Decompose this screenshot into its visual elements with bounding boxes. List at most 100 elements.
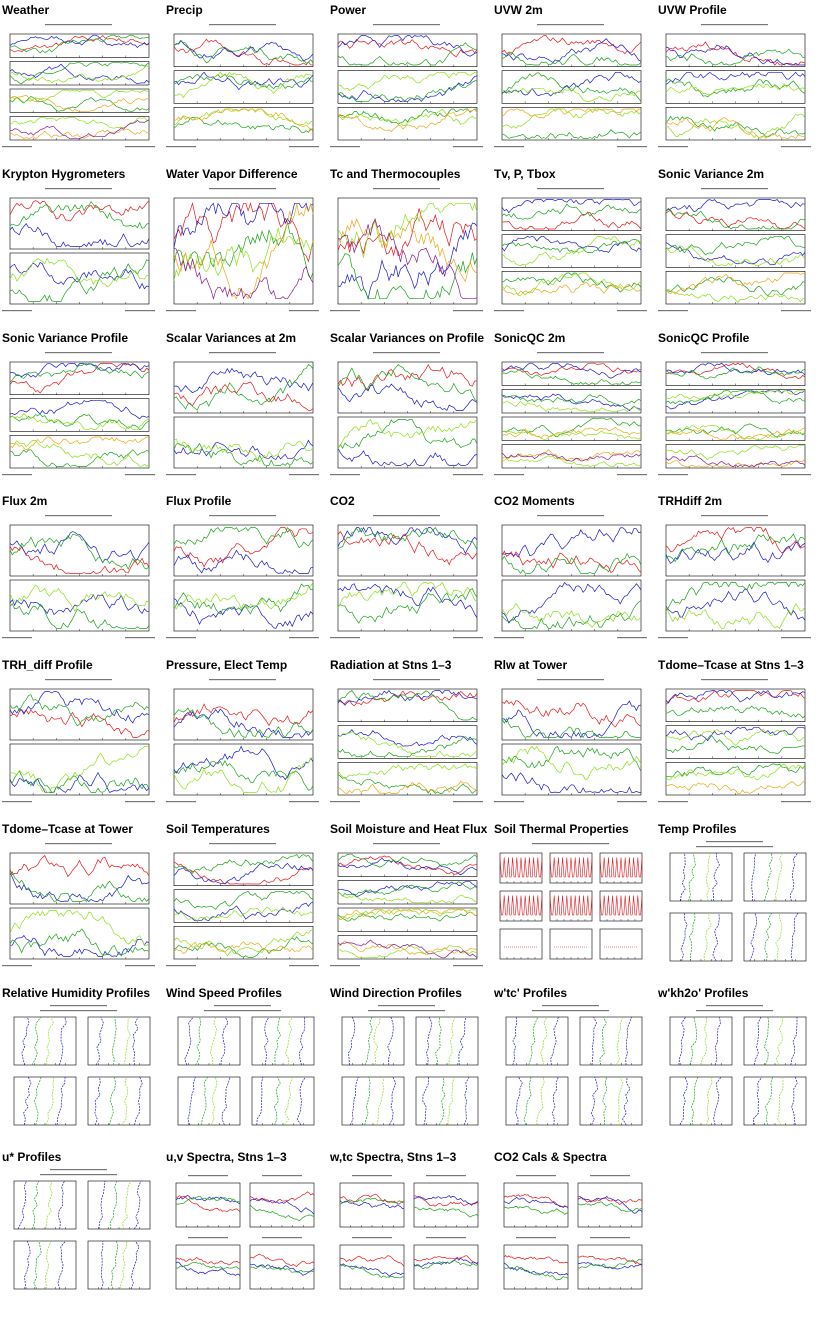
plot-title-link[interactable]: Scalar Variances on Profile [330, 331, 485, 345]
plot-thumbnail-image[interactable] [164, 511, 321, 641]
plot-title-link[interactable]: UVW Profile [658, 3, 727, 17]
plot-thumbnail-image[interactable] [0, 675, 157, 805]
plot-title-link[interactable]: Sonic Variance Profile [2, 331, 129, 345]
plot-thumbnail[interactable] [328, 20, 485, 150]
plot-thumbnail[interactable] [0, 348, 157, 478]
plot-title-link[interactable]: u,v Spectra, Stns 1–3 [166, 1150, 287, 1164]
plot-thumbnail[interactable] [328, 675, 485, 805]
plot-title-link[interactable]: SonicQC 2m [494, 331, 566, 345]
plot-title-link[interactable]: Relative Humidity Profiles [2, 986, 151, 1000]
plot-thumbnail-image[interactable] [492, 511, 649, 641]
plot-thumbnail[interactable] [492, 839, 649, 969]
plot-title-link[interactable]: Flux Profile [166, 494, 232, 508]
plot-title-link[interactable]: Sonic Variance 2m [658, 167, 765, 181]
plot-thumbnail[interactable] [492, 1003, 649, 1133]
plot-thumbnail[interactable] [492, 348, 649, 478]
plot-thumbnail-image[interactable] [0, 1003, 157, 1133]
plot-title-link[interactable]: Radiation at Stns 1–3 [330, 658, 452, 672]
plot-thumbnail[interactable] [164, 20, 321, 150]
plot-thumbnail-image[interactable] [0, 839, 157, 969]
plot-thumbnail[interactable] [0, 675, 157, 805]
plot-title-link[interactable]: TRHdiff 2m [658, 494, 722, 508]
plot-thumbnail[interactable] [164, 511, 321, 641]
plot-title-link[interactable]: Weather [2, 3, 50, 17]
plot-thumbnail[interactable] [656, 1003, 813, 1133]
plot-title-link[interactable]: Wind Speed Profiles [166, 986, 282, 1000]
plot-title-link[interactable]: CO2 Cals & Spectra [494, 1150, 607, 1164]
plot-thumbnail-image[interactable] [0, 511, 157, 641]
plot-thumbnail[interactable] [656, 348, 813, 478]
plot-title-link[interactable]: Tc and Thermocouples [330, 167, 461, 181]
plot-thumbnail-image[interactable] [656, 1003, 813, 1133]
plot-thumbnail[interactable] [656, 20, 813, 150]
plot-thumbnail[interactable] [328, 184, 485, 314]
plot-thumbnail[interactable] [492, 184, 649, 314]
plot-thumbnail-image[interactable] [0, 20, 157, 150]
plot-thumbnail-image[interactable] [328, 1167, 485, 1297]
plot-thumbnail-image[interactable] [164, 675, 321, 805]
plot-thumbnail-image[interactable] [328, 184, 485, 314]
plot-title-link[interactable]: TRH_diff Profile [2, 658, 93, 672]
plot-thumbnail[interactable] [0, 1167, 157, 1297]
plot-thumbnail[interactable] [656, 511, 813, 641]
plot-thumbnail[interactable] [0, 839, 157, 969]
plot-thumbnail-image[interactable] [0, 348, 157, 478]
plot-title-link[interactable]: CO2 Moments [494, 494, 575, 508]
plot-title-link[interactable]: Precip [166, 3, 203, 17]
plot-title-link[interactable]: Soil Moisture and Heat Flux [330, 822, 488, 836]
plot-thumbnail-image[interactable] [164, 839, 321, 969]
plot-title-link[interactable]: Tdome–Tcase at Stns 1–3 [658, 658, 804, 672]
plot-title-link[interactable]: Soil Temperatures [166, 822, 270, 836]
plot-thumbnail[interactable] [164, 184, 321, 314]
plot-thumbnail-image[interactable] [0, 1167, 157, 1297]
plot-thumbnail[interactable] [328, 348, 485, 478]
plot-title-link[interactable]: Tv, P, Tbox [494, 167, 556, 181]
plot-thumbnail-image[interactable] [0, 184, 157, 314]
plot-thumbnail-image[interactable] [328, 20, 485, 150]
plot-thumbnail-image[interactable] [656, 675, 813, 805]
plot-title-link[interactable]: Soil Thermal Properties [494, 822, 629, 836]
plot-thumbnail[interactable] [492, 675, 649, 805]
plot-thumbnail[interactable] [0, 511, 157, 641]
plot-title-link[interactable]: Power [330, 3, 367, 17]
plot-thumbnail-image[interactable] [656, 184, 813, 314]
plot-thumbnail-image[interactable] [164, 20, 321, 150]
plot-thumbnail[interactable] [328, 1167, 485, 1297]
plot-title-link[interactable]: w,tc Spectra, Stns 1–3 [330, 1150, 457, 1164]
plot-thumbnail[interactable] [656, 675, 813, 805]
plot-thumbnail[interactable] [328, 839, 485, 969]
plot-thumbnail-image[interactable] [492, 839, 649, 969]
plot-thumbnail[interactable] [0, 20, 157, 150]
plot-thumbnail[interactable] [328, 1003, 485, 1133]
plot-thumbnail[interactable] [0, 1003, 157, 1133]
plot-thumbnail[interactable] [164, 1167, 321, 1297]
plot-title-link[interactable]: Scalar Variances at 2m [166, 331, 297, 345]
plot-thumbnail[interactable] [656, 184, 813, 314]
plot-title-link[interactable]: SonicQC Profile [658, 331, 750, 345]
plot-thumbnail-image[interactable] [328, 675, 485, 805]
plot-title-link[interactable]: w'tc' Profiles [494, 986, 568, 1000]
plot-thumbnail-image[interactable] [492, 675, 649, 805]
plot-title-link[interactable]: Temp Profiles [658, 822, 737, 836]
plot-thumbnail-image[interactable] [656, 348, 813, 478]
plot-thumbnail-image[interactable] [492, 184, 649, 314]
plot-thumbnail-image[interactable] [492, 20, 649, 150]
plot-thumbnail-image[interactable] [656, 511, 813, 641]
plot-title-link[interactable]: Rlw at Tower [494, 658, 568, 672]
plot-title-link[interactable]: Krypton Hygrometers [2, 167, 126, 181]
plot-thumbnail-image[interactable] [164, 348, 321, 478]
plot-thumbnail-image[interactable] [328, 348, 485, 478]
plot-thumbnail[interactable] [0, 184, 157, 314]
plot-thumbnail-image[interactable] [164, 1167, 321, 1297]
plot-thumbnail-image[interactable] [164, 1003, 321, 1133]
plot-thumbnail-image[interactable] [656, 20, 813, 150]
plot-title-link[interactable]: Flux 2m [2, 494, 48, 508]
plot-title-link[interactable]: w'kh2o' Profiles [658, 986, 749, 1000]
plot-title-link[interactable]: Tdome–Tcase at Tower [2, 822, 133, 836]
plot-title-link[interactable]: CO2 [330, 494, 355, 508]
plot-thumbnail-image[interactable] [328, 511, 485, 641]
plot-thumbnail-image[interactable] [328, 839, 485, 969]
plot-thumbnail-image[interactable] [164, 184, 321, 314]
plot-thumbnail[interactable] [328, 511, 485, 641]
plot-thumbnail-image[interactable] [492, 1003, 649, 1133]
